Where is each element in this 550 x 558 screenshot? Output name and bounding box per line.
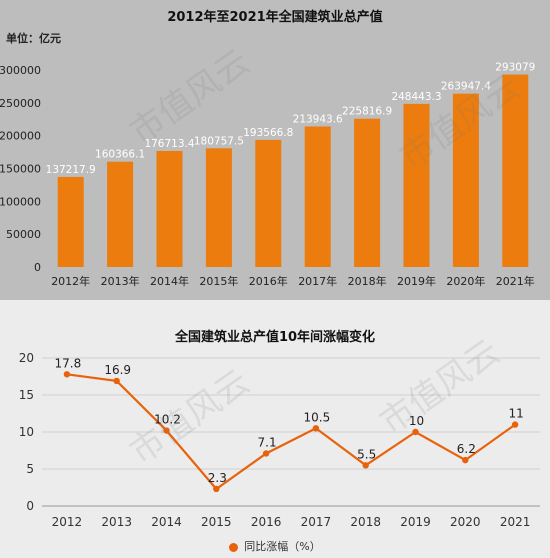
line-x-tick-label: 2012 bbox=[52, 515, 83, 529]
line-point bbox=[511, 421, 519, 428]
line-value-label: 2.3 bbox=[208, 471, 227, 485]
bar bbox=[403, 103, 430, 268]
bar-y-tick-label: 250000 bbox=[0, 97, 41, 110]
line-value-label: 6.2 bbox=[457, 442, 476, 456]
legend-marker-icon bbox=[229, 542, 239, 552]
bar-value-label: 137217.9 bbox=[46, 164, 96, 176]
bar-y-tick-label: 300000 bbox=[0, 64, 41, 77]
line-y-tick-label: 0 bbox=[26, 499, 34, 513]
line-x-tick-label: 2018 bbox=[350, 515, 381, 529]
bar-chart-title: 2012年至2021年全国建筑业总产值 bbox=[167, 10, 383, 25]
line-x-tick-label: 2017 bbox=[301, 515, 332, 529]
bar-x-tick-label: 2021年 bbox=[496, 274, 535, 288]
line-value-label: 17.8 bbox=[55, 356, 82, 370]
line-x-tick-label: 2015 bbox=[201, 515, 232, 529]
line-value-label: 7.1 bbox=[258, 435, 277, 449]
line-x-tick-label: 2021 bbox=[500, 515, 531, 529]
bar bbox=[156, 150, 183, 267]
bar bbox=[304, 126, 331, 267]
line-point bbox=[262, 450, 270, 457]
bar bbox=[354, 118, 381, 268]
line-y-tick-label: 5 bbox=[26, 462, 34, 476]
bar bbox=[205, 148, 232, 267]
line-x-tick-label: 2013 bbox=[101, 515, 132, 529]
bar-value-label: 225816.9 bbox=[342, 106, 392, 118]
bar-value-label: 248443.3 bbox=[391, 91, 441, 103]
line-value-label: 10.2 bbox=[154, 413, 181, 427]
line-point bbox=[213, 485, 220, 493]
bar-chart-unit-label: 单位：亿元 bbox=[6, 32, 61, 45]
bar bbox=[255, 139, 282, 267]
line-point bbox=[362, 462, 369, 469]
bar-y-tick-label: 50000 bbox=[6, 228, 41, 241]
bar bbox=[107, 161, 134, 267]
bar-x-tick-label: 2012年 bbox=[51, 274, 90, 288]
line-point bbox=[462, 456, 469, 464]
line-value-label: 10 bbox=[409, 414, 424, 428]
bar-y-tick-label: 0 bbox=[34, 261, 41, 274]
line-point bbox=[412, 428, 419, 436]
bar-value-label: 263947.4 bbox=[441, 81, 491, 93]
bar bbox=[502, 74, 529, 267]
line-chart-legend: 同比涨幅（%） bbox=[0, 538, 550, 554]
bar-value-label: 176713.4 bbox=[144, 138, 194, 150]
bar-x-tick-label: 2019年 bbox=[397, 274, 436, 288]
line-value-label: 5.5 bbox=[357, 447, 376, 461]
line-value-label: 11 bbox=[508, 407, 523, 421]
bar-x-tick-label: 2016年 bbox=[249, 274, 288, 288]
bar-value-label: 193566.8 bbox=[243, 127, 293, 139]
bar bbox=[57, 176, 84, 267]
bar-value-label: 293079 bbox=[495, 62, 535, 74]
line-x-tick-label: 2020 bbox=[450, 515, 481, 529]
line-value-label: 16.9 bbox=[104, 363, 131, 377]
bar-y-tick-label: 150000 bbox=[0, 163, 41, 176]
bar-y-tick-label: 100000 bbox=[0, 195, 41, 208]
line-value-label: 10.5 bbox=[304, 410, 331, 424]
legend-label: 同比涨幅（%） bbox=[244, 540, 321, 553]
bar-x-tick-label: 2014年 bbox=[150, 274, 189, 288]
bar-x-tick-label: 2013年 bbox=[101, 274, 140, 288]
line-y-tick-label: 20 bbox=[19, 351, 34, 365]
line-y-tick-label: 10 bbox=[19, 425, 34, 439]
line-chart-title: 全国建筑业总产值10年间涨幅变化 bbox=[174, 330, 376, 345]
bar-x-tick-label: 2017年 bbox=[298, 274, 337, 288]
line-x-tick-label: 2014 bbox=[151, 515, 182, 529]
bar-x-tick-label: 2020年 bbox=[446, 274, 485, 288]
bar bbox=[452, 93, 479, 268]
bar-value-label: 213943.6 bbox=[293, 114, 343, 126]
line-chart-panel bbox=[0, 300, 550, 558]
line-point bbox=[113, 377, 120, 385]
line-x-tick-label: 2016 bbox=[251, 515, 282, 529]
bar-x-tick-label: 2015年 bbox=[199, 274, 238, 288]
line-x-tick-label: 2019 bbox=[400, 515, 431, 529]
line-y-tick-label: 15 bbox=[19, 388, 34, 402]
bar-value-label: 180757.5 bbox=[194, 135, 244, 147]
line-series-path bbox=[66, 373, 516, 491]
line-point bbox=[63, 371, 71, 378]
line-point bbox=[312, 425, 320, 432]
bar-x-tick-label: 2018年 bbox=[348, 274, 387, 288]
bar-value-label: 160366.1 bbox=[95, 149, 145, 161]
bar-y-tick-label: 200000 bbox=[0, 130, 41, 143]
line-point bbox=[163, 427, 170, 434]
